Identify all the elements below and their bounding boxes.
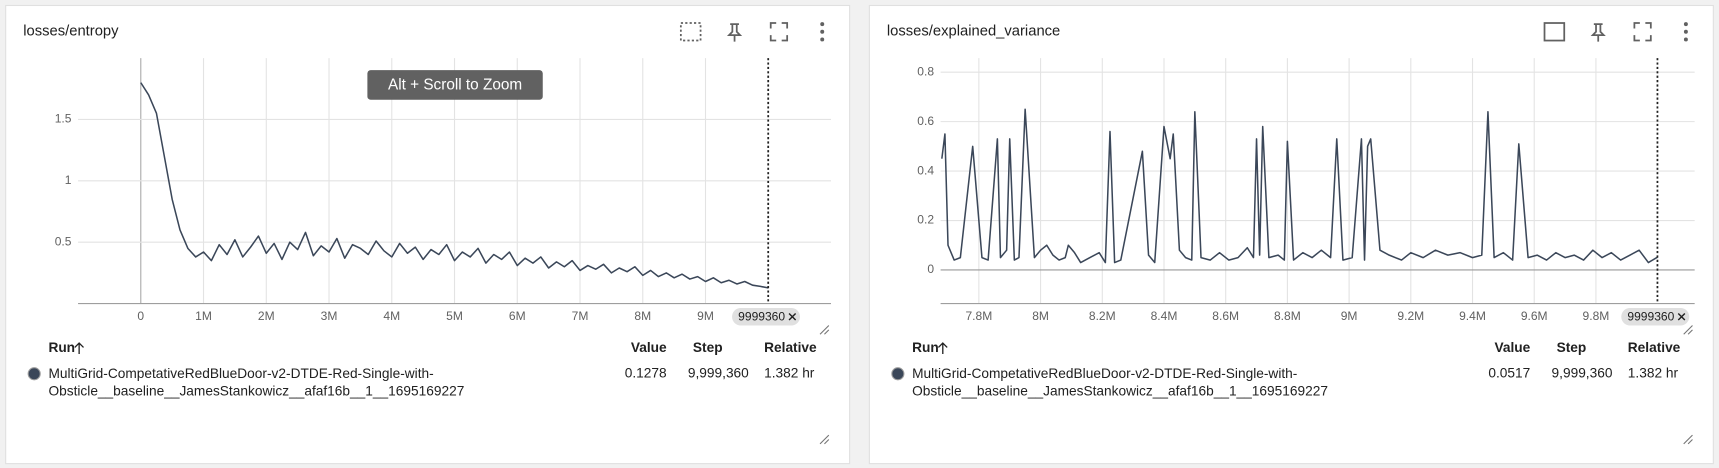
x-tick-label: 9.4M (1459, 309, 1486, 323)
x-tick-label: 0 (137, 309, 144, 323)
table-cell: 0.0517 (1488, 365, 1530, 380)
line-series (941, 108, 1658, 264)
y-tick-label: 0.8 (917, 64, 934, 78)
run-color-dot (891, 367, 905, 381)
x-tick-label: 9.8M (1583, 309, 1610, 323)
y-tick-label: 0.5 (55, 234, 72, 248)
x-tick-label: 7.8M (965, 309, 992, 323)
cursor-remove-icon[interactable] (788, 312, 797, 321)
resize-handle[interactable] (819, 325, 830, 445)
y-tick-label: 1.5 (55, 112, 72, 126)
x-tick-label: 8.6M (1212, 309, 1239, 323)
resize-handle[interactable] (1683, 325, 1693, 445)
x-tick-label: 9M (697, 309, 714, 323)
card-title: losses/explained_variance (887, 24, 1060, 40)
y-tick-label: 0 (927, 262, 934, 276)
x-tick-label: 7M (572, 309, 589, 323)
x-tick-label: 8M (1032, 309, 1049, 323)
x-tick-label: 8.8M (1274, 309, 1301, 323)
x-tick-label: 2M (258, 309, 275, 323)
cursor-chip (1621, 307, 1690, 326)
x-tick-label: 6M (509, 309, 526, 323)
table-header: Step (693, 340, 723, 355)
cursor-label: 9999360 (738, 309, 785, 323)
y-tick-label: 1 (65, 173, 72, 187)
run-color-dot (27, 367, 41, 381)
table-cell: 1.382 hr (1628, 365, 1679, 380)
sort-arrow-icon (74, 342, 84, 355)
run-name-box: MultiGrid-CompetativeRedBlueDoor-v2-DTDE… (912, 366, 1328, 399)
toolbar[interactable] (1543, 22, 1688, 42)
x-tick-label: 9.2M (1397, 309, 1424, 323)
card-background (868, 4, 1714, 465)
cursor-label: 9999360 (1627, 309, 1674, 323)
x-tick-label: 8.2M (1089, 309, 1116, 323)
x-tick-label: 5M (446, 309, 463, 323)
x-tick-label: 4M (383, 309, 400, 323)
table-header: Relative (1628, 340, 1681, 355)
run-table: Alt + Scroll to Zoom Run Value Step Relative… (27, 70, 817, 399)
fit-domain-icon[interactable] (679, 22, 702, 42)
table-cell: 9,999,360 (1552, 365, 1613, 380)
zoom-tooltip (367, 70, 543, 100)
fit-domain-icon[interactable] (1543, 22, 1566, 42)
card: losses/explained_variance (868, 4, 1714, 465)
x-tick-label: 3M (321, 309, 338, 323)
y-tick-label: 0.4 (917, 163, 934, 177)
x-tick-label: 9.6M (1521, 309, 1548, 323)
table-header: Run (48, 340, 75, 355)
run-name-box: MultiGrid-CompetativeRedBlueDoor-v2-DTDE… (48, 366, 465, 399)
more-icon[interactable] (1683, 22, 1688, 42)
y-tick-label: 0.2 (917, 213, 934, 227)
chart: 7.8M 8M 8.2M 8.4M 8.6M 8.8M 9M 9.2M 9.4M 9.6M 9.8M… (917, 58, 1695, 326)
table-cell: 9,999,360 (688, 365, 749, 380)
line-series (140, 82, 769, 289)
cursor-remove-icon[interactable] (1677, 312, 1686, 321)
x-tick-label: 9M (1341, 309, 1358, 323)
toolbar[interactable] (679, 22, 825, 42)
pin-icon[interactable] (1590, 23, 1606, 42)
fullscreen-icon[interactable] (1633, 22, 1652, 42)
run-table: Run Value Step Relative MultiGrid-Competativ… (891, 340, 1681, 399)
x-tick-label: 8M (634, 309, 651, 323)
y-tick-label: 0.6 (917, 114, 934, 128)
table-header: Relative (764, 340, 817, 355)
table-cell: 0.1278 (625, 365, 667, 380)
table-header: Run (912, 340, 939, 355)
x-tick-label: 8.4M (1151, 309, 1178, 323)
sort-arrow-icon (937, 342, 948, 355)
run-name: MultiGrid-CompetativeRedBlueDoor-v2-DTDE… (48, 366, 465, 399)
table-cell: 1.382 hr (764, 365, 815, 380)
pin-icon[interactable] (726, 23, 743, 42)
table-header: Value (631, 340, 667, 355)
fullscreen-icon[interactable] (769, 22, 789, 42)
more-icon[interactable] (820, 22, 825, 42)
x-tick-label: 1M (195, 309, 212, 323)
zoom-tooltip-text: Alt + Scroll to Zoom (388, 77, 522, 94)
table-header: Value (1494, 340, 1530, 355)
table-header: Step (1557, 340, 1587, 355)
card-title: losses/entropy (23, 24, 119, 40)
cursor-chip (732, 307, 801, 326)
run-name: MultiGrid-CompetativeRedBlueDoor-v2-DTDE… (912, 366, 1328, 399)
